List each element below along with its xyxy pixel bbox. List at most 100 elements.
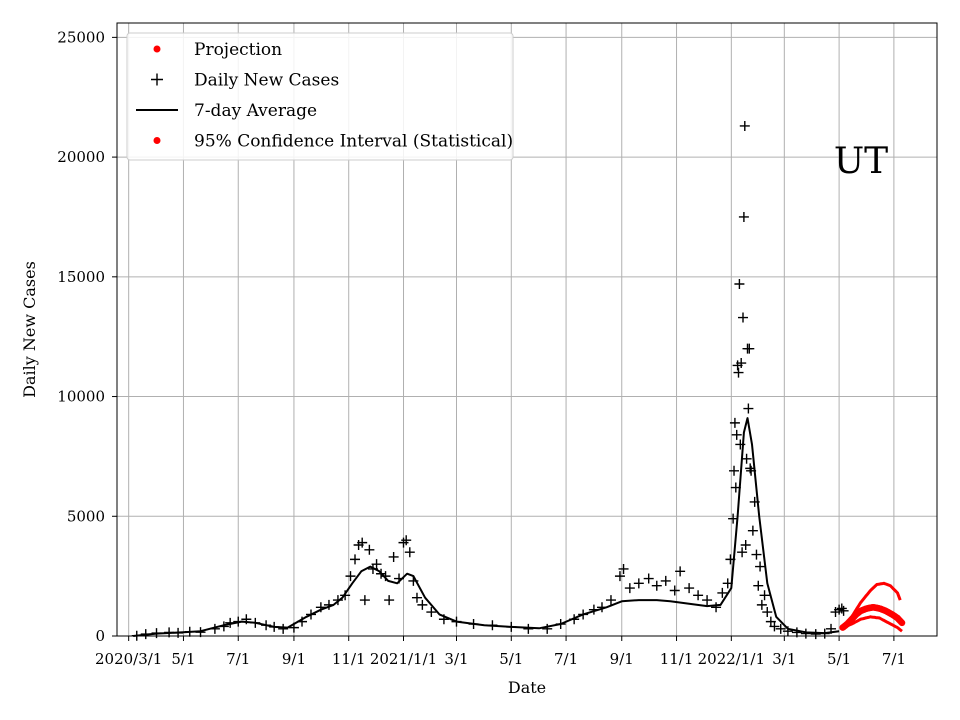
daily-case-marker [836, 603, 847, 614]
y-tick-label: 0 [95, 627, 105, 645]
daily-case-marker [741, 453, 752, 464]
daily-case-marker [731, 429, 742, 440]
daily-case-marker [755, 561, 766, 572]
y-tick-label: 20000 [57, 148, 105, 166]
x-tick-label: 3/1 [444, 650, 468, 668]
daily-case-marker [438, 614, 449, 625]
daily-case-marker [359, 595, 370, 606]
legend-box [126, 32, 514, 161]
daily-case-marker [297, 616, 308, 627]
daily-case-marker [398, 537, 409, 548]
daily-case-marker [218, 621, 229, 632]
daily-case-marker [506, 621, 517, 632]
daily-case-marker [305, 609, 316, 620]
daily-case-marker [241, 614, 252, 625]
y-tick-label: 5000 [67, 507, 105, 525]
legend-label: Daily New Cases [194, 71, 339, 91]
x-tick-label: 5/1 [827, 650, 851, 668]
daily-case-marker [250, 617, 261, 628]
daily-case-marker [775, 623, 786, 634]
x-tick-label: 5/1 [171, 650, 195, 668]
y-axis-label: Daily New Cases [20, 261, 39, 398]
daily-case-marker [523, 623, 534, 634]
daily-case-marker [693, 590, 704, 601]
daily-case-marker [633, 578, 644, 589]
daily-case-marker [426, 607, 437, 618]
daily-case-marker [759, 590, 770, 601]
daily-case-marker [810, 629, 821, 640]
daily-case-marker [596, 602, 607, 613]
daily-case-marker [624, 583, 635, 594]
daily-case-marker [340, 590, 351, 601]
x-tick-label: 7/1 [882, 650, 906, 668]
daily-case-marker [745, 463, 756, 474]
daily-case-marker [380, 571, 391, 582]
x-tick-label: 2020/3/1 [95, 650, 162, 668]
legend-label: 7-day Average [194, 101, 317, 121]
daily-case-marker [734, 279, 745, 290]
daily-case-marker [376, 568, 387, 579]
daily-case-marker [838, 605, 849, 616]
legend: Projection Daily New Cases 7-day Average 95… [126, 32, 514, 161]
daily-case-marker [357, 537, 368, 548]
daily-case-marker [288, 622, 299, 633]
x-tick-label: 9/1 [282, 650, 306, 668]
daily-case-marker [728, 513, 739, 524]
ci-lower-bound [842, 615, 903, 633]
daily-case-marker [729, 465, 740, 476]
daily-case-marker [733, 367, 744, 378]
y-tick-label: 10000 [57, 388, 105, 406]
daily-case-marker [542, 623, 553, 634]
daily-case-marker [722, 578, 733, 589]
daily-case-marker [747, 525, 758, 536]
y-tick-label: 15000 [57, 268, 105, 286]
daily-case-marker [738, 211, 749, 222]
daily-case-marker [730, 482, 741, 493]
daily-case-marker [618, 563, 629, 574]
daily-case-marker [756, 599, 767, 610]
legend-plus-marker [151, 73, 163, 86]
daily-case-marker [762, 607, 773, 618]
daily-case-marker [411, 592, 422, 603]
legend-label: Projection [194, 40, 282, 60]
daily-case-marker [739, 120, 750, 131]
daily-case-marker [738, 312, 749, 323]
daily-case-marker [345, 571, 356, 582]
x-tick-label: 2022/1/1 [698, 650, 765, 668]
daily-case-marker [487, 620, 498, 631]
daily-case-marker [184, 626, 195, 637]
daily-case-marker [569, 614, 580, 625]
daily-case-marker [614, 571, 625, 582]
daily-case-marker [702, 595, 713, 606]
legend-dot-marker [153, 137, 161, 144]
daily-case-marker [404, 547, 415, 558]
daily-case-marker [684, 583, 695, 594]
daily-case-marker [605, 595, 616, 606]
daily-case-marker [751, 549, 762, 560]
daily-case-marker [350, 554, 361, 565]
daily-case-marker [315, 602, 326, 613]
x-tick-label: 7/1 [226, 650, 250, 668]
daily-case-marker [408, 575, 419, 586]
legend-dot-marker [153, 45, 161, 53]
daily-case-marker [384, 595, 395, 606]
daily-case-marker [737, 547, 748, 558]
daily-case-marker [743, 403, 754, 414]
daily-case-marker [233, 616, 244, 627]
daily-case-marker [151, 628, 162, 639]
daily-case-marker [388, 551, 399, 562]
daily-case-marker [364, 544, 375, 555]
daily-case-marker [651, 580, 662, 591]
plot-frame [116, 22, 938, 637]
legend-label: 95% Confidence Interval (Statistical) [194, 132, 513, 152]
daily-case-marker [769, 621, 780, 632]
x-tick-label: 7/1 [554, 650, 578, 668]
daily-case-marker [717, 587, 728, 598]
x-tick-label: 11/1 [332, 650, 366, 668]
daily-case-marker [782, 626, 793, 637]
daily-case-marker [209, 623, 220, 634]
daily-case-marker [740, 540, 751, 551]
x-tick-label: 2021/1/1 [370, 650, 437, 668]
plot-data [131, 120, 906, 641]
